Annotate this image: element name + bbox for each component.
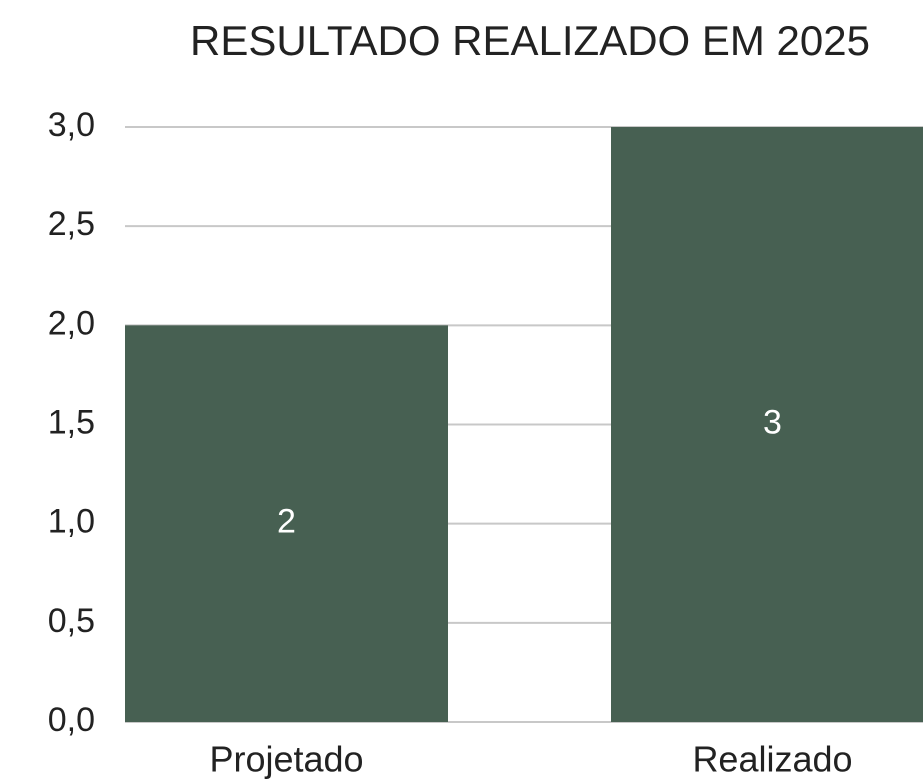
y-tick-label: 0,0 <box>48 701 95 739</box>
x-tick-label: Realizado <box>692 739 852 780</box>
x-tick-label: Projetado <box>209 739 363 780</box>
y-tick-label: 3,0 <box>48 106 95 144</box>
bar <box>125 325 448 722</box>
y-tick-label: 2,5 <box>48 205 95 243</box>
y-tick-label: 2,0 <box>48 304 95 342</box>
data-label: 3 <box>763 403 782 441</box>
chart-title: RESULTADO REALIZADO EM 2025 <box>190 17 870 64</box>
y-tick-label: 1,5 <box>48 403 95 441</box>
data-label: 2 <box>277 503 296 541</box>
y-tick-label: 0,5 <box>48 602 95 640</box>
y-tick-label: 1,0 <box>48 503 95 541</box>
bar <box>611 127 923 722</box>
